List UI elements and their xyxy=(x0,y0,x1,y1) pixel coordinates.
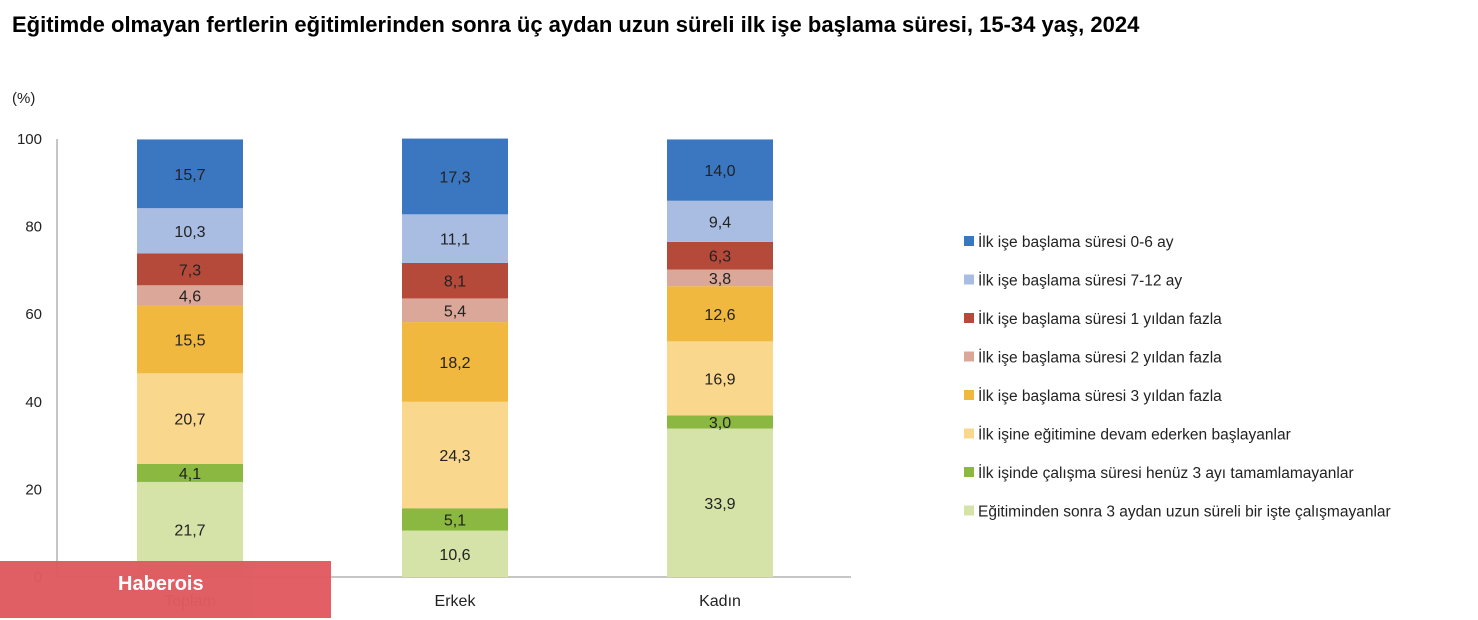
data-label: 4,6 xyxy=(179,288,201,305)
y-tick-label: 20 xyxy=(25,481,42,498)
bar-segment xyxy=(137,285,243,306)
data-label: 20,7 xyxy=(174,412,205,429)
bar-segment xyxy=(402,138,508,215)
y-tick-label: 100 xyxy=(17,131,42,148)
data-label: 33,9 xyxy=(704,496,735,513)
data-label: 3,8 xyxy=(709,271,731,288)
x-category-label: Kadın xyxy=(699,593,741,610)
legend-swatch xyxy=(964,428,974,439)
watermark-banner: Haberois xyxy=(0,561,331,618)
legend-item: İlk işine eğitimine devam ederken başlay… xyxy=(978,426,1291,444)
legend-item: İlk işe başlama süresi 0-6 ay xyxy=(978,233,1174,251)
y-axis-unit-label: (%) xyxy=(12,90,35,107)
bar-segment xyxy=(667,286,773,342)
bar-segment xyxy=(667,241,773,270)
data-label: 5,1 xyxy=(444,512,466,529)
data-label: 6,3 xyxy=(709,249,731,266)
bar-segment xyxy=(137,253,243,286)
data-label: 14,0 xyxy=(704,163,735,180)
bar-segment xyxy=(402,214,508,263)
y-tick-label: 40 xyxy=(25,394,42,411)
data-label: 9,4 xyxy=(709,214,731,231)
bar-segment xyxy=(137,373,243,464)
legend-swatch xyxy=(964,274,974,285)
bar-segment xyxy=(667,200,773,242)
data-label: 11,1 xyxy=(440,232,470,249)
data-label: 15,5 xyxy=(174,332,205,349)
data-label: 4,1 xyxy=(179,466,201,483)
bar-segment xyxy=(402,322,508,402)
bar-segment xyxy=(667,428,773,577)
bar-segment xyxy=(667,269,773,287)
bar-segment xyxy=(402,401,508,509)
legend-item: İlk işe başlama süresi 2 yıldan fazla xyxy=(978,349,1222,367)
legend-swatch xyxy=(964,390,974,400)
bar-segment xyxy=(137,305,243,374)
y-tick-label: 80 xyxy=(25,219,42,236)
legend-item: İlk işe başlama süresi 3 yıldan fazla xyxy=(978,387,1222,405)
bar-segment xyxy=(667,341,773,416)
legend-item: İlk işe başlama süresi 7-12 ay xyxy=(978,272,1182,290)
data-label: 3,0 xyxy=(709,415,731,432)
chart-title: Eğitimde olmayan fertlerin eğitimlerinde… xyxy=(12,12,1140,37)
data-label: 15,7 xyxy=(174,167,205,184)
data-label: 8,1 xyxy=(444,274,466,291)
legend-item: İlk işinde çalışma süresi henüz 3 ayı ta… xyxy=(978,464,1354,482)
bar-segment xyxy=(137,208,243,254)
bar-segment xyxy=(667,139,773,201)
y-tick-label: 60 xyxy=(25,306,42,323)
data-label: 21,7 xyxy=(174,522,205,539)
legend-swatch xyxy=(964,467,974,477)
bar-segment xyxy=(667,415,773,429)
data-label: 16,9 xyxy=(704,371,735,388)
data-label: 18,2 xyxy=(439,355,470,372)
bar-segment xyxy=(402,298,508,323)
legend-swatch xyxy=(964,313,974,323)
data-label: 17,3 xyxy=(439,169,470,186)
x-category-label: Erkek xyxy=(435,593,477,610)
data-label: 24,3 xyxy=(439,448,470,465)
legend-swatch xyxy=(964,505,974,516)
watermark-text: Haberois xyxy=(118,573,204,595)
bar-segment xyxy=(402,262,508,299)
bar-segment xyxy=(402,530,508,577)
legend-swatch xyxy=(964,236,974,246)
data-label: 7,3 xyxy=(179,262,201,279)
legend-item: Eğitiminden sonra 3 aydan uzun süreli bi… xyxy=(978,504,1391,521)
data-label: 5,4 xyxy=(444,303,466,320)
data-label: 10,3 xyxy=(174,224,205,241)
legend-item: İlk işe başlama süresi 1 yıldan fazla xyxy=(978,310,1222,328)
data-label: 10,6 xyxy=(439,547,470,564)
data-label: 12,6 xyxy=(704,307,735,324)
bar-segment xyxy=(402,508,508,531)
legend-swatch xyxy=(964,351,974,362)
bar-segment xyxy=(137,139,243,209)
bar-segment xyxy=(137,463,243,482)
